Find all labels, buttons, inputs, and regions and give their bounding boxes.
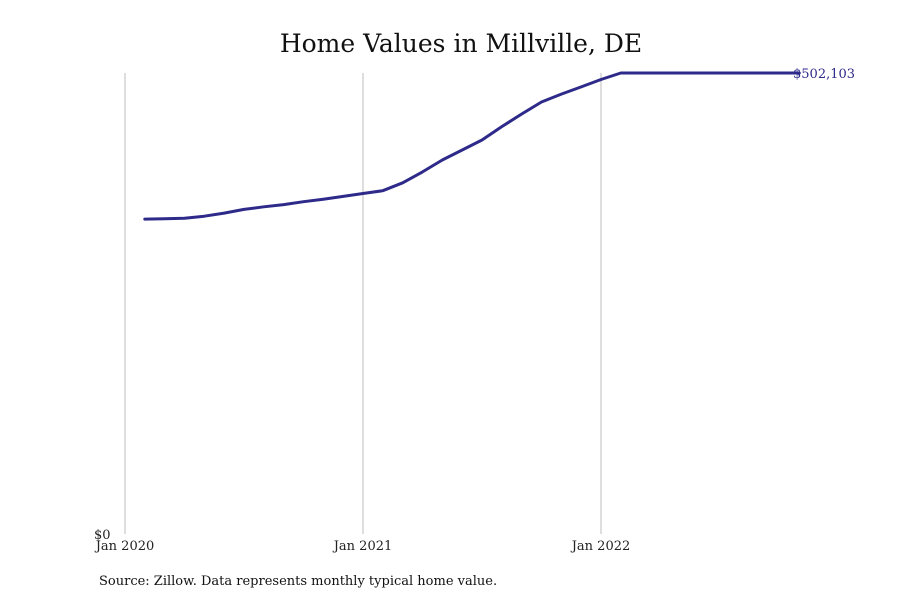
x-tick-label-1: Jan 2021	[332, 539, 393, 554]
end-value-label: $502,103	[793, 67, 855, 82]
vertical-gridlines	[124, 73, 602, 534]
y-tick-zero: $0	[94, 528, 111, 543]
axis-tick-labels: Jan 2020 Jan 2021 Jan 2022	[94, 539, 631, 554]
series-line-layer	[143, 71, 801, 221]
chart-title: Home Values in Millville, DE	[280, 29, 642, 58]
x-tick-label-2: Jan 2022	[570, 539, 631, 554]
series-line	[143, 71, 801, 221]
source-note: Source: Zillow. Data represents monthly …	[99, 574, 497, 589]
x-tick-label-0: Jan 2020	[94, 539, 155, 554]
